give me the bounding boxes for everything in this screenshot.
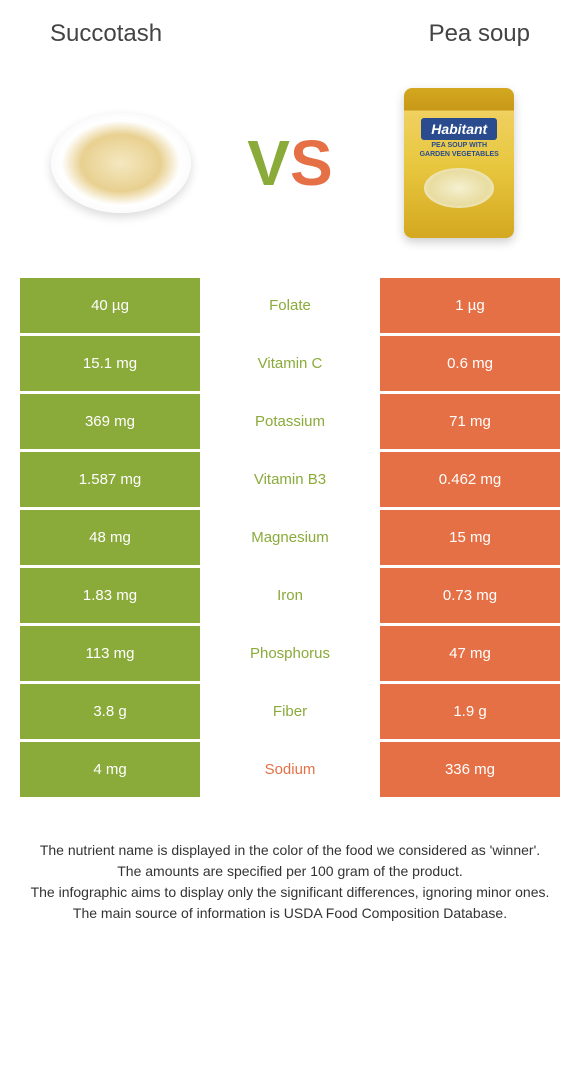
footnotes: The nutrient name is displayed in the co… <box>0 800 580 924</box>
table-row: 4 mgSodium336 mg <box>20 742 560 797</box>
can-icon: Habitant PEA SOUP WITH GARDEN VEGETABLES <box>404 88 514 238</box>
cell-right: 336 mg <box>380 742 560 797</box>
cell-right: 71 mg <box>380 394 560 449</box>
cell-right: 15 mg <box>380 510 560 565</box>
table-row: 3.8 gFiber1.9 g <box>20 684 560 739</box>
cell-nutrient: Folate <box>200 278 380 333</box>
table-row: 40 µgFolate1 µg <box>20 278 560 333</box>
cell-left: 40 µg <box>20 278 200 333</box>
can-sub1: PEA SOUP WITH <box>431 142 487 149</box>
cell-left: 1.587 mg <box>20 452 200 507</box>
table-row: 1.83 mgIron0.73 mg <box>20 568 560 623</box>
cell-right: 0.6 mg <box>380 336 560 391</box>
footnote-line: The infographic aims to display only the… <box>30 882 550 903</box>
table-row: 48 mgMagnesium15 mg <box>20 510 560 565</box>
can-bowl-icon <box>424 168 494 208</box>
food-image-right: Habitant PEA SOUP WITH GARDEN VEGETABLES <box>384 88 534 238</box>
cell-right: 47 mg <box>380 626 560 681</box>
vs-v: V <box>247 126 290 200</box>
cell-left: 48 mg <box>20 510 200 565</box>
cell-right: 0.73 mg <box>380 568 560 623</box>
table-row: 15.1 mgVitamin C0.6 mg <box>20 336 560 391</box>
cell-left: 1.83 mg <box>20 568 200 623</box>
cell-left: 369 mg <box>20 394 200 449</box>
plate-icon <box>51 113 191 213</box>
cell-nutrient: Fiber <box>200 684 380 739</box>
vs-s: S <box>290 126 333 200</box>
cell-right: 1.9 g <box>380 684 560 739</box>
cell-right: 1 µg <box>380 278 560 333</box>
footnote-line: The nutrient name is displayed in the co… <box>30 840 550 861</box>
food-image-left <box>46 88 196 238</box>
cell-nutrient: Vitamin B3 <box>200 452 380 507</box>
cell-nutrient: Sodium <box>200 742 380 797</box>
images-row: VS Habitant PEA SOUP WITH GARDEN VEGETAB… <box>0 58 580 278</box>
cell-right: 0.462 mg <box>380 452 560 507</box>
can-sub2: GARDEN VEGETABLES <box>420 151 499 158</box>
cell-left: 15.1 mg <box>20 336 200 391</box>
title-right: Pea soup <box>429 20 530 48</box>
cell-nutrient: Vitamin C <box>200 336 380 391</box>
cell-left: 3.8 g <box>20 684 200 739</box>
cell-nutrient: Potassium <box>200 394 380 449</box>
cell-nutrient: Phosphorus <box>200 626 380 681</box>
cell-left: 4 mg <box>20 742 200 797</box>
can-brand: Habitant <box>421 118 497 140</box>
footnote-line: The main source of information is USDA F… <box>30 903 550 924</box>
vs-label: VS <box>247 126 332 200</box>
footnote-line: The amounts are specified per 100 gram o… <box>30 861 550 882</box>
title-left: Succotash <box>50 20 162 48</box>
header: Succotash Pea soup <box>0 0 580 58</box>
cell-nutrient: Magnesium <box>200 510 380 565</box>
cell-nutrient: Iron <box>200 568 380 623</box>
cell-left: 113 mg <box>20 626 200 681</box>
table-row: 113 mgPhosphorus47 mg <box>20 626 560 681</box>
table-row: 369 mgPotassium71 mg <box>20 394 560 449</box>
table-row: 1.587 mgVitamin B30.462 mg <box>20 452 560 507</box>
nutrient-table: 40 µgFolate1 µg15.1 mgVitamin C0.6 mg369… <box>20 278 560 797</box>
